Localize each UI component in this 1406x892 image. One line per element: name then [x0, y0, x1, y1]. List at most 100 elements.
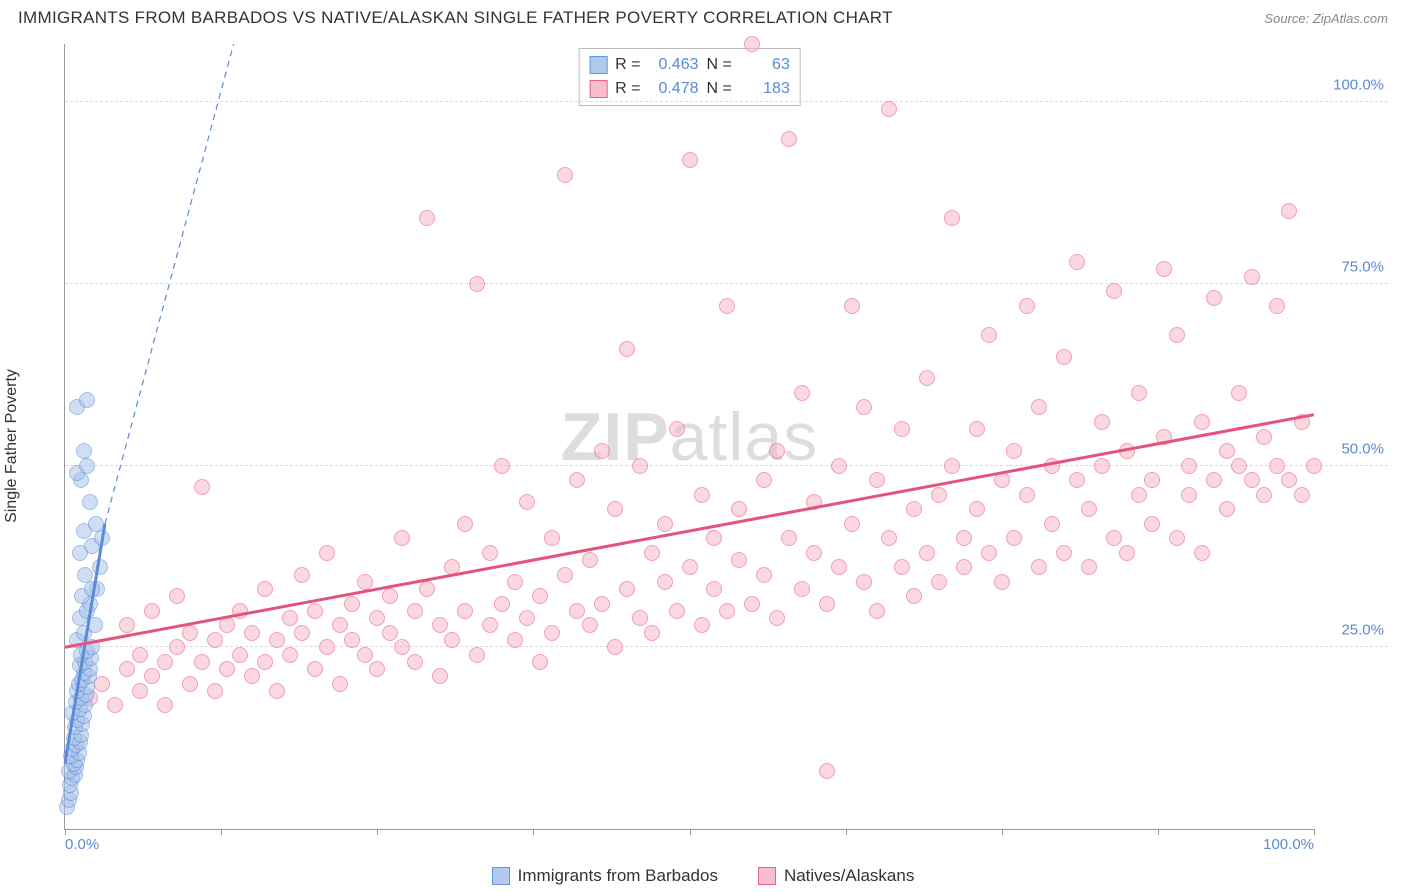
data-point	[469, 647, 485, 663]
data-point	[119, 617, 135, 633]
data-point	[394, 530, 410, 546]
data-point	[1044, 458, 1060, 474]
data-point	[769, 610, 785, 626]
data-point	[969, 421, 985, 437]
data-point	[207, 632, 223, 648]
data-point	[594, 443, 610, 459]
data-point	[1306, 458, 1322, 474]
data-point	[1231, 385, 1247, 401]
data-point	[1056, 545, 1072, 561]
data-point	[169, 639, 185, 655]
data-point	[194, 479, 210, 495]
data-point	[694, 617, 710, 633]
data-point	[94, 530, 110, 546]
data-point	[794, 385, 810, 401]
data-point	[1069, 254, 1085, 270]
stats-row-barbados: R = 0.463 N = 63	[589, 53, 790, 77]
data-point	[257, 581, 273, 597]
gridline	[65, 101, 1388, 102]
data-point	[482, 545, 498, 561]
data-point	[382, 625, 398, 641]
y-tick-label: 100.0%	[1333, 77, 1384, 94]
n-value-barbados: 63	[740, 56, 790, 74]
data-point	[132, 683, 148, 699]
data-point	[1169, 327, 1185, 343]
swatch-natives-icon	[589, 80, 607, 98]
data-point	[1256, 429, 1272, 445]
data-point	[294, 625, 310, 641]
y-tick-label: 75.0%	[1341, 258, 1384, 275]
data-point	[931, 487, 947, 503]
data-point	[731, 501, 747, 517]
x-tick	[1002, 829, 1003, 835]
data-point	[507, 632, 523, 648]
data-point	[232, 603, 248, 619]
data-point	[432, 668, 448, 684]
data-point	[1181, 458, 1197, 474]
data-point	[194, 654, 210, 670]
data-point	[919, 545, 935, 561]
x-tick	[1314, 829, 1315, 835]
data-point	[344, 596, 360, 612]
data-point	[432, 617, 448, 633]
x-tick	[533, 829, 534, 835]
data-point	[382, 588, 398, 604]
gridline	[65, 646, 1388, 647]
data-point	[144, 668, 160, 684]
data-point	[969, 501, 985, 517]
gridline	[65, 283, 1388, 284]
data-point	[1206, 472, 1222, 488]
data-point	[1081, 559, 1097, 575]
data-point	[87, 617, 103, 633]
data-point	[469, 276, 485, 292]
data-point	[88, 516, 104, 532]
legend-swatch-barbados-icon	[492, 867, 510, 885]
stats-legend-box: R = 0.463 N = 63 R = 0.478 N = 183	[578, 48, 801, 106]
data-point	[956, 559, 972, 575]
data-point	[632, 458, 648, 474]
data-point	[1081, 501, 1097, 517]
data-point	[182, 676, 198, 692]
data-point	[569, 472, 585, 488]
data-point	[294, 567, 310, 583]
data-point	[1094, 458, 1110, 474]
legend-item-natives: Natives/Alaskans	[758, 866, 914, 886]
data-point	[657, 574, 673, 590]
chart-title: IMMIGRANTS FROM BARBADOS VS NATIVE/ALASK…	[18, 8, 893, 28]
data-point	[1294, 487, 1310, 503]
data-point	[582, 552, 598, 568]
data-point	[682, 559, 698, 575]
data-point	[944, 458, 960, 474]
data-point	[632, 610, 648, 626]
data-point	[831, 458, 847, 474]
data-point	[84, 581, 100, 597]
data-point	[619, 341, 635, 357]
data-point	[419, 581, 435, 597]
data-point	[219, 617, 235, 633]
data-point	[856, 399, 872, 415]
x-tick	[221, 829, 222, 835]
data-point	[756, 567, 772, 583]
x-tick	[690, 829, 691, 835]
data-point	[1156, 429, 1172, 445]
data-point	[269, 683, 285, 699]
data-point	[319, 639, 335, 655]
data-point	[94, 676, 110, 692]
data-point	[219, 661, 235, 677]
data-point	[806, 545, 822, 561]
data-point	[669, 603, 685, 619]
data-point	[394, 639, 410, 655]
data-point	[706, 581, 722, 597]
data-point	[769, 443, 785, 459]
data-point	[657, 516, 673, 532]
data-point	[781, 131, 797, 147]
data-point	[1144, 516, 1160, 532]
data-point	[357, 574, 373, 590]
data-point	[444, 632, 460, 648]
data-point	[1256, 487, 1272, 503]
swatch-barbados-icon	[589, 56, 607, 74]
data-point	[731, 552, 747, 568]
data-point	[594, 596, 610, 612]
data-point	[894, 559, 910, 575]
data-point	[507, 574, 523, 590]
